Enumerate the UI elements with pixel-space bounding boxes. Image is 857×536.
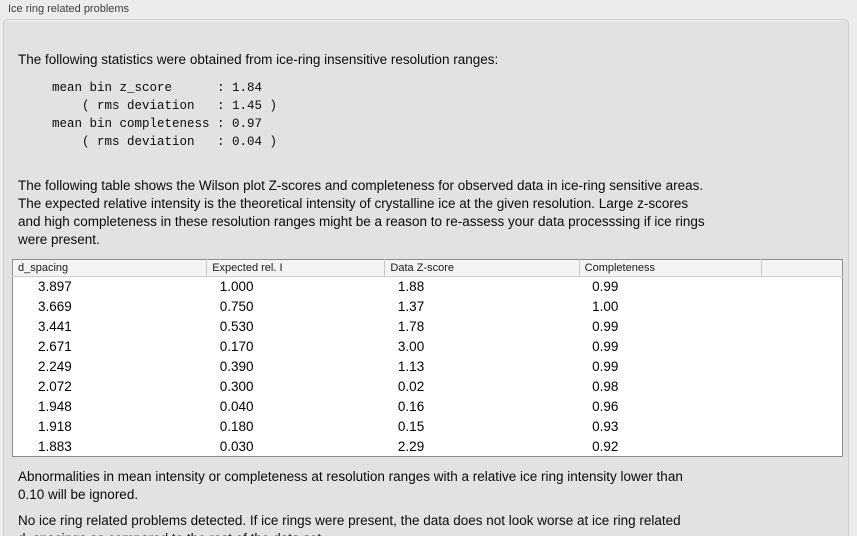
table-row[interactable]: 2.072 0.300 0.02 0.98 xyxy=(13,377,843,397)
cell-d-spacing: 2.671 xyxy=(38,339,72,354)
cell-completeness: 0.99 xyxy=(592,339,619,354)
cell-expected-rel-i: 1.000 xyxy=(219,279,254,295)
cell-expected-rel-i: 0.030 xyxy=(219,438,254,454)
cell-expected-rel-i: 0.180 xyxy=(219,419,254,434)
cell-empty xyxy=(761,417,842,437)
table-row[interactable]: 2.249 0.390 1.13 0.99 xyxy=(13,357,843,377)
cell-completeness: 0.99 xyxy=(592,279,619,295)
column-header-completeness[interactable]: Completeness xyxy=(578,259,762,277)
cell-expected-rel-i: 0.040 xyxy=(219,399,254,414)
column-header-empty xyxy=(760,259,843,277)
cell-expected-rel-i: 0.390 xyxy=(219,359,254,374)
cell-expected-rel-i: 0.530 xyxy=(219,319,254,334)
column-header-data-z-score[interactable]: Data Z-score xyxy=(384,259,580,277)
cell-d-spacing: 3.441 xyxy=(38,319,72,334)
cell-completeness: 0.92 xyxy=(592,438,619,454)
cell-completeness: 0.98 xyxy=(592,379,619,394)
intro-paragraph: The following statistics were obtained f… xyxy=(18,52,499,67)
conclusion-paragraph: No ice ring related problems detected. I… xyxy=(18,513,681,536)
cell-completeness: 0.99 xyxy=(592,319,619,334)
cell-d-spacing: 1.948 xyxy=(38,399,72,414)
cell-empty xyxy=(761,277,842,297)
table-row[interactable]: 1.948 0.040 0.16 0.96 xyxy=(13,397,843,417)
cell-empty xyxy=(761,437,842,457)
cell-data-z-score: 2.29 xyxy=(397,438,425,454)
cell-expected-rel-i: 0.170 xyxy=(219,339,254,354)
cell-d-spacing: 3.669 xyxy=(38,299,72,314)
cell-completeness: 0.93 xyxy=(592,419,619,434)
table-header-row: d_spacing Expected rel. I Data Z-score C… xyxy=(12,259,843,277)
table-row[interactable]: 3.669 0.750 1.37 1.00 xyxy=(13,297,843,317)
cell-data-z-score: 3.00 xyxy=(397,339,425,354)
cell-d-spacing: 2.072 xyxy=(38,379,72,394)
cell-data-z-score: 0.15 xyxy=(397,419,425,434)
cell-data-z-score: 1.13 xyxy=(397,359,425,374)
table-row[interactable]: 1.918 0.180 0.15 0.93 xyxy=(13,417,843,437)
cell-completeness: 1.00 xyxy=(592,299,619,314)
cell-data-z-score: 1.88 xyxy=(397,279,425,295)
cell-empty xyxy=(761,377,842,397)
cell-empty xyxy=(761,397,842,417)
cell-empty xyxy=(761,297,842,317)
table-intro-paragraph: The following table shows the Wilson plo… xyxy=(18,178,705,247)
column-header-d-spacing[interactable]: d_spacing xyxy=(12,259,207,277)
cell-empty xyxy=(761,357,842,377)
cell-data-z-score: 0.16 xyxy=(397,399,425,414)
cell-completeness: 0.96 xyxy=(592,399,619,414)
ice-ring-panel: The following statistics were obtained f… xyxy=(3,19,849,536)
cell-empty xyxy=(761,337,842,357)
cell-d-spacing: 3.897 xyxy=(38,279,72,295)
table-row[interactable]: 1.883 0.030 2.29 0.92 xyxy=(13,437,843,457)
cell-completeness: 0.99 xyxy=(592,359,619,374)
table-row[interactable]: 2.671 0.170 3.00 0.99 xyxy=(13,337,843,357)
table-row[interactable]: 3.897 1.000 1.88 0.99 xyxy=(13,277,843,297)
panel-title: Ice ring related problems xyxy=(8,3,130,15)
cell-data-z-score: 1.37 xyxy=(397,299,425,314)
column-header-expected-rel-i[interactable]: Expected rel. I xyxy=(206,259,385,277)
bin-statistics-block: mean bin z_score : 1.84 ( rms deviation … xyxy=(52,81,278,149)
cell-empty xyxy=(761,317,842,337)
cell-data-z-score: 0.02 xyxy=(397,379,425,394)
ice-ring-table: d_spacing Expected rel. I Data Z-score C… xyxy=(12,259,843,457)
cell-expected-rel-i: 0.750 xyxy=(219,299,254,314)
cell-d-spacing: 2.249 xyxy=(38,359,72,374)
table-row[interactable]: 3.441 0.530 1.78 0.99 xyxy=(13,317,843,337)
cell-d-spacing: 1.918 xyxy=(38,419,72,434)
ignore-threshold-note: Abnormalities in mean intensity or compl… xyxy=(18,469,683,502)
cell-d-spacing: 1.883 xyxy=(38,438,72,454)
cell-data-z-score: 1.78 xyxy=(397,319,425,334)
cell-expected-rel-i: 0.300 xyxy=(219,379,254,394)
